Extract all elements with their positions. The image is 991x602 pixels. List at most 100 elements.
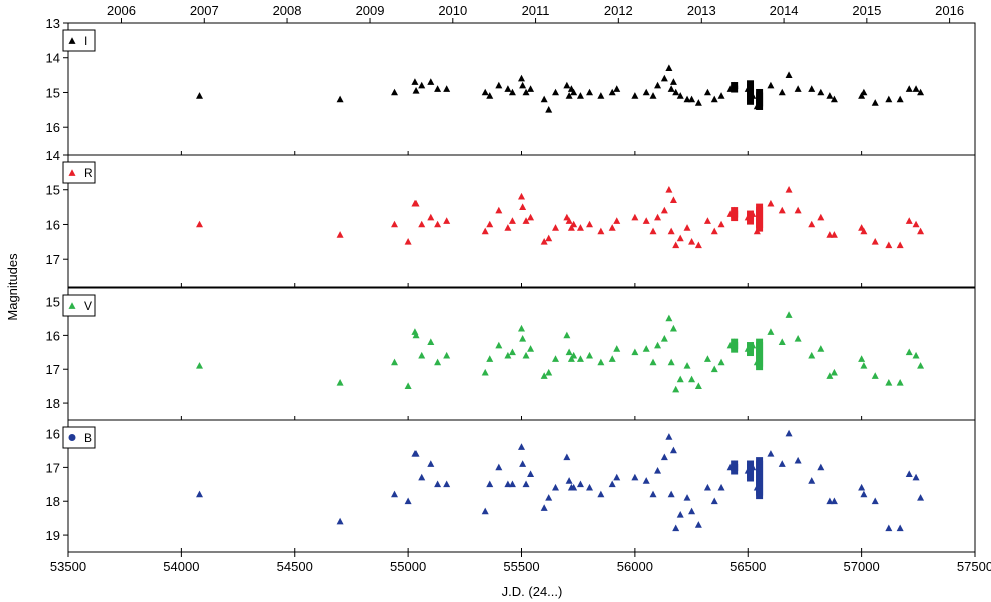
data-point: [608, 355, 616, 362]
year-label: 2011: [522, 3, 550, 18]
data-point: [905, 348, 913, 356]
data-point: [654, 81, 662, 89]
y-tick-label: 18: [46, 396, 60, 411]
data-point: [443, 217, 451, 224]
data-point: [570, 220, 578, 228]
dense-point: [756, 492, 764, 500]
data-point: [481, 88, 489, 96]
data-point: [552, 355, 560, 362]
data-point: [642, 477, 650, 484]
data-point: [896, 95, 904, 103]
data-point: [563, 331, 571, 339]
dense-point: [747, 474, 755, 482]
data-point: [683, 95, 691, 103]
data-point: [412, 86, 420, 94]
data-point: [631, 92, 639, 99]
data-point: [336, 95, 344, 103]
data-point: [885, 95, 893, 103]
data-point: [608, 88, 616, 96]
data-point: [608, 480, 616, 488]
data-point: [443, 480, 451, 488]
data-point: [586, 88, 594, 96]
data-point: [563, 453, 571, 461]
data-point: [391, 358, 399, 366]
data-point: [794, 206, 802, 214]
data-point: [694, 382, 702, 389]
data-point: [676, 375, 684, 383]
data-point: [567, 355, 575, 362]
data-point: [597, 92, 605, 99]
data-point: [905, 85, 913, 92]
data-point: [391, 490, 399, 498]
data-point: [418, 81, 426, 89]
data-point: [443, 85, 451, 92]
data-point: [495, 81, 503, 89]
data-point: [649, 227, 657, 235]
data-point: [434, 480, 442, 488]
data-point: [518, 74, 525, 82]
data-point: [565, 348, 573, 356]
data-point: [631, 348, 639, 356]
data-point: [660, 74, 668, 82]
data-point: [767, 199, 775, 207]
y-tick-label: 19: [46, 528, 60, 543]
data-point: [672, 385, 680, 393]
data-point: [336, 231, 344, 238]
data-point: [552, 483, 560, 491]
data-point: [597, 358, 605, 366]
series-v-points: [196, 311, 925, 393]
data-point: [586, 220, 594, 228]
data-point: [518, 443, 525, 450]
data-point: [443, 351, 451, 359]
data-point: [527, 85, 535, 92]
data-point: [545, 106, 553, 113]
data-point: [565, 92, 573, 99]
dense-point: [731, 467, 739, 475]
data-point: [642, 88, 650, 96]
data-point: [669, 446, 677, 454]
data-point: [667, 490, 675, 498]
data-point: [196, 362, 204, 369]
data-point: [576, 92, 584, 99]
data-point: [912, 220, 920, 228]
data-point: [683, 494, 691, 501]
data-point: [817, 345, 825, 352]
data-point: [778, 338, 786, 345]
data-point: [412, 450, 420, 457]
data-point: [486, 355, 494, 362]
data-point: [703, 355, 711, 362]
data-point: [613, 345, 621, 352]
data-point: [830, 497, 838, 505]
x-tick-label: 53500: [50, 559, 86, 574]
x-tick-label: 56500: [730, 559, 766, 574]
data-point: [667, 85, 675, 92]
legend-label: B: [84, 431, 92, 445]
series-r-points: [196, 185, 925, 249]
data-point: [717, 220, 725, 228]
panels: 13 14 15 16 I 14 15 16 17 R 15 16 17 18 V 16 17 18 19 B: [46, 16, 976, 553]
panel-i: 13 14 15 16 I: [46, 16, 976, 156]
data-point: [504, 85, 512, 92]
x-axis-label: J.D. (24...): [502, 584, 563, 599]
data-point: [694, 521, 702, 528]
panel-b: 16 17 18 19 B: [46, 419, 976, 553]
data-point: [508, 480, 516, 488]
data-point: [794, 334, 802, 342]
data-point: [545, 368, 553, 376]
data-point: [808, 220, 816, 228]
data-point: [826, 92, 834, 99]
data-point: [522, 480, 530, 488]
data-point: [717, 483, 725, 491]
data-point: [917, 362, 925, 369]
data-point: [694, 241, 702, 249]
data-point: [665, 314, 673, 322]
data-point: [669, 196, 677, 203]
data-point: [785, 71, 793, 78]
top-year-axis: 2006 2007 2008 2009 2010 2011 2012 2013 2014 2015…: [107, 3, 964, 23]
data-point: [660, 453, 668, 461]
data-point: [563, 81, 571, 89]
panel-r: 14 15 16 17 R: [46, 148, 976, 288]
dense-point: [756, 102, 764, 110]
data-point: [860, 490, 868, 498]
year-label: 2006: [107, 3, 136, 18]
